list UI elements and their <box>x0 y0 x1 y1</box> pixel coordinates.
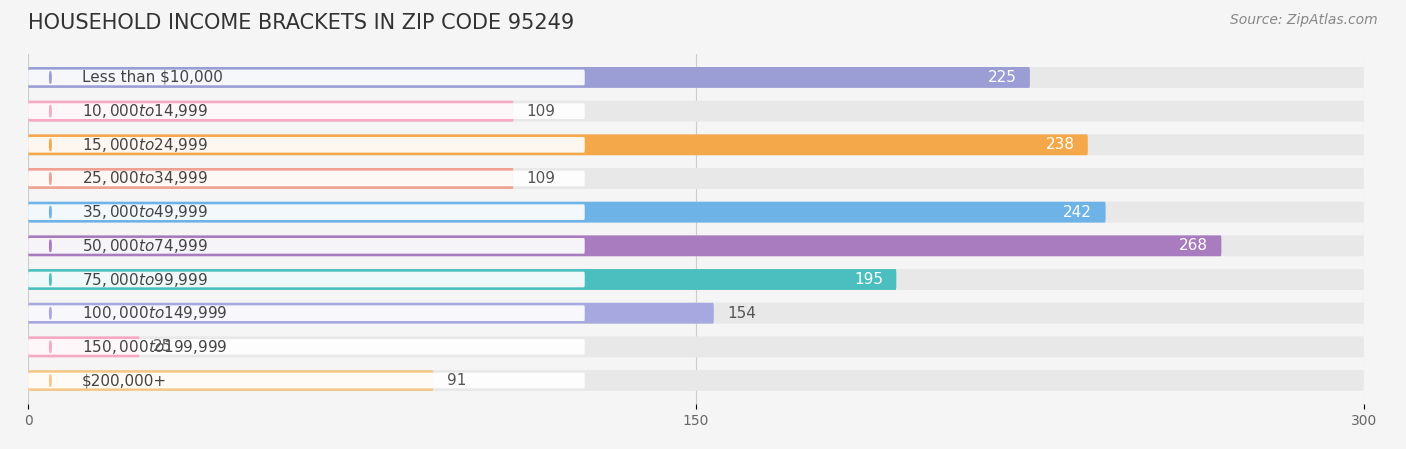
FancyBboxPatch shape <box>28 269 897 290</box>
FancyBboxPatch shape <box>28 370 433 391</box>
Text: 242: 242 <box>1063 205 1092 220</box>
FancyBboxPatch shape <box>28 70 585 85</box>
Text: Source: ZipAtlas.com: Source: ZipAtlas.com <box>1230 13 1378 27</box>
Text: 109: 109 <box>527 171 555 186</box>
Text: 109: 109 <box>527 104 555 119</box>
FancyBboxPatch shape <box>28 373 585 388</box>
FancyBboxPatch shape <box>28 272 585 287</box>
FancyBboxPatch shape <box>28 238 585 254</box>
Circle shape <box>49 206 51 218</box>
Text: $75,000 to $99,999: $75,000 to $99,999 <box>82 270 208 289</box>
FancyBboxPatch shape <box>28 235 1222 256</box>
Text: 91: 91 <box>447 373 465 388</box>
Text: $200,000+: $200,000+ <box>82 373 167 388</box>
FancyBboxPatch shape <box>28 204 585 220</box>
FancyBboxPatch shape <box>28 336 1364 357</box>
Text: $50,000 to $74,999: $50,000 to $74,999 <box>82 237 208 255</box>
Text: $25,000 to $34,999: $25,000 to $34,999 <box>82 169 208 188</box>
FancyBboxPatch shape <box>28 305 585 321</box>
Text: 268: 268 <box>1180 238 1208 253</box>
FancyBboxPatch shape <box>28 134 1364 155</box>
FancyBboxPatch shape <box>28 67 1029 88</box>
FancyBboxPatch shape <box>28 303 1364 324</box>
FancyBboxPatch shape <box>28 168 513 189</box>
Text: 154: 154 <box>727 306 756 321</box>
FancyBboxPatch shape <box>28 67 1364 88</box>
Circle shape <box>49 105 51 117</box>
Circle shape <box>49 172 51 185</box>
Circle shape <box>49 71 51 84</box>
FancyBboxPatch shape <box>28 202 1105 223</box>
Text: 195: 195 <box>853 272 883 287</box>
FancyBboxPatch shape <box>28 137 585 153</box>
Text: HOUSEHOLD INCOME BRACKETS IN ZIP CODE 95249: HOUSEHOLD INCOME BRACKETS IN ZIP CODE 95… <box>28 13 575 34</box>
FancyBboxPatch shape <box>28 101 1364 122</box>
FancyBboxPatch shape <box>28 101 513 122</box>
FancyBboxPatch shape <box>28 134 1088 155</box>
Text: $15,000 to $24,999: $15,000 to $24,999 <box>82 136 208 154</box>
Text: $10,000 to $14,999: $10,000 to $14,999 <box>82 102 208 120</box>
Circle shape <box>49 139 51 151</box>
Text: $35,000 to $49,999: $35,000 to $49,999 <box>82 203 208 221</box>
FancyBboxPatch shape <box>28 303 714 324</box>
Text: Less than $10,000: Less than $10,000 <box>82 70 222 85</box>
Text: $100,000 to $149,999: $100,000 to $149,999 <box>82 304 226 322</box>
Text: 238: 238 <box>1046 137 1074 152</box>
Circle shape <box>49 374 51 387</box>
FancyBboxPatch shape <box>28 370 1364 391</box>
Text: $150,000 to $199,999: $150,000 to $199,999 <box>82 338 226 356</box>
Circle shape <box>49 341 51 353</box>
Text: 225: 225 <box>987 70 1017 85</box>
Circle shape <box>49 273 51 286</box>
FancyBboxPatch shape <box>28 171 585 186</box>
Text: 25: 25 <box>153 339 172 354</box>
Circle shape <box>49 307 51 319</box>
Circle shape <box>49 240 51 252</box>
FancyBboxPatch shape <box>28 168 1364 189</box>
FancyBboxPatch shape <box>28 336 139 357</box>
FancyBboxPatch shape <box>28 339 585 355</box>
FancyBboxPatch shape <box>28 103 585 119</box>
FancyBboxPatch shape <box>28 202 1364 223</box>
FancyBboxPatch shape <box>28 269 1364 290</box>
FancyBboxPatch shape <box>28 235 1364 256</box>
